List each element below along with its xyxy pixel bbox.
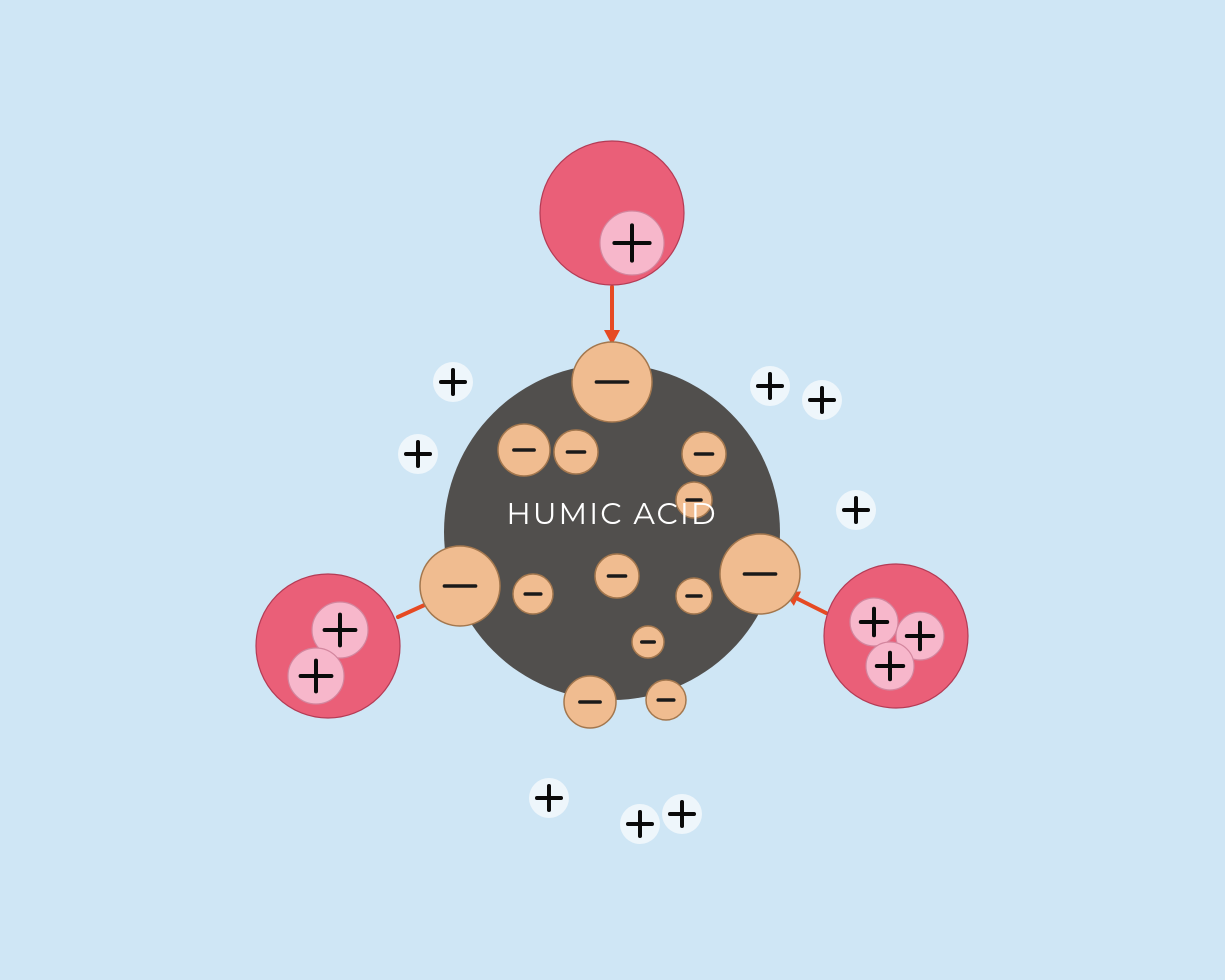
free-cation-icon [836,490,876,530]
humic-acid-label-text: HUMIC ACID [506,495,717,532]
anion-icon [720,534,800,614]
free-cation-icon [529,778,569,818]
free-cation-icon [433,362,473,402]
free-cation-icon [398,434,438,474]
anion-icon [572,342,652,422]
free-cation-icon [750,366,790,406]
anion-icon [513,574,553,614]
anion-icon [564,676,616,728]
cation-icon [824,564,968,708]
anion-icon [632,626,664,658]
free-cation-icon [802,380,842,420]
anion-icon [676,578,712,614]
anion-icon [498,424,550,476]
cation-icon [540,141,684,285]
anion-icon [595,554,639,598]
cation-icon [256,574,400,718]
free-cation-icon [620,804,660,844]
anion-icon [682,432,726,476]
anion-icon [554,430,598,474]
anion-icon [420,546,500,626]
free-cation-icon [662,794,702,834]
anion-icon [646,680,686,720]
